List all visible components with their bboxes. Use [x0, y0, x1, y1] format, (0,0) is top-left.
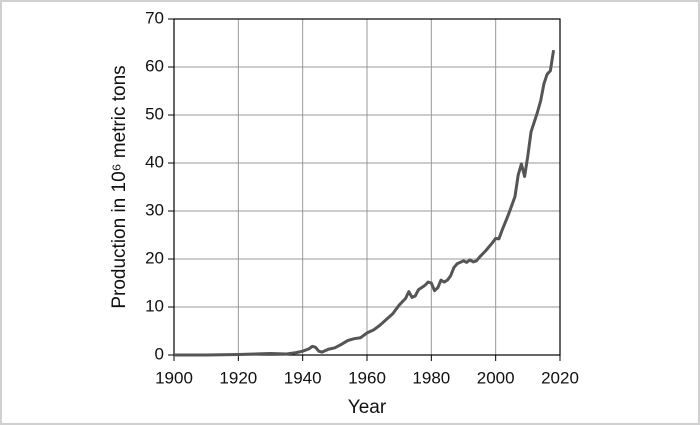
y-tick-label: 0 [155, 344, 164, 363]
y-tick-label: 60 [145, 56, 164, 75]
x-tick-label: 1940 [284, 368, 322, 387]
x-tick-label: 2000 [477, 368, 515, 387]
y-tick-label: 10 [145, 296, 164, 315]
y-tick-label: 30 [145, 200, 164, 219]
y-tick-label: 50 [145, 104, 164, 123]
y-axis-label: Production in 10⁶ metric tons [109, 65, 130, 308]
x-tick-label: 2020 [541, 368, 579, 387]
x-tick-label: 1980 [412, 368, 450, 387]
x-tick-label: 1900 [155, 368, 193, 387]
y-tick-label: 40 [145, 152, 164, 171]
y-tick-label: 70 [145, 8, 164, 27]
x-axis-label: Year [348, 397, 387, 418]
x-tick-label: 1960 [348, 368, 386, 387]
y-tick-label: 20 [145, 248, 164, 267]
data-line [174, 49, 556, 357]
x-tick-label: 1920 [219, 368, 257, 387]
plot-frame [173, 18, 561, 356]
